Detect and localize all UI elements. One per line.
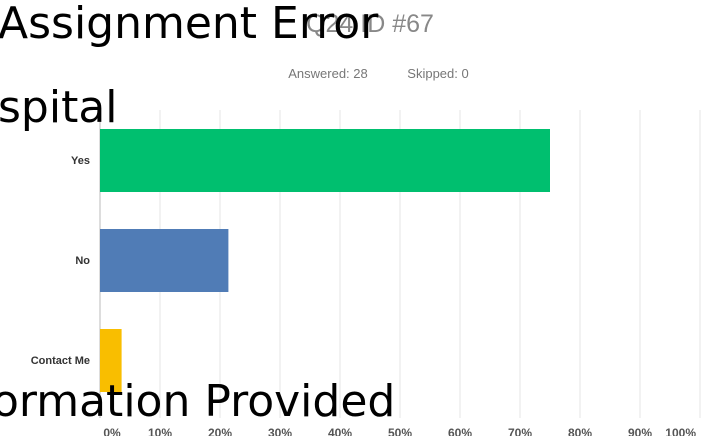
x-tick-label: 70%: [508, 426, 532, 436]
x-tick-label: 100%: [665, 426, 696, 436]
bar: [100, 229, 229, 292]
x-tick-label: 40%: [328, 426, 352, 436]
overlay-text: spital: [0, 82, 118, 133]
answered-count: Answered: 28: [288, 66, 368, 81]
bar: [100, 129, 550, 192]
x-tick-label: 10%: [148, 426, 172, 436]
overlay-text: Assignment Error: [0, 0, 379, 49]
category-label: Contact Me: [31, 355, 90, 367]
x-tick-label: 60%: [448, 426, 472, 436]
x-tick-label: 30%: [268, 426, 292, 436]
x-tick-label: 50%: [388, 426, 412, 436]
bar: [100, 329, 122, 392]
x-tick-label: 80%: [568, 426, 592, 436]
chart-title: Q24 ID #67: [306, 10, 434, 38]
skipped-count: Skipped: 0: [407, 66, 468, 81]
x-tick-label: 0%: [103, 426, 121, 436]
x-tick-label: 20%: [208, 426, 232, 436]
x-tick-label: 90%: [628, 426, 652, 436]
overlay-text: ormation Provided: [0, 376, 395, 427]
category-label: Yes: [71, 155, 90, 167]
category-label: No: [75, 255, 90, 267]
